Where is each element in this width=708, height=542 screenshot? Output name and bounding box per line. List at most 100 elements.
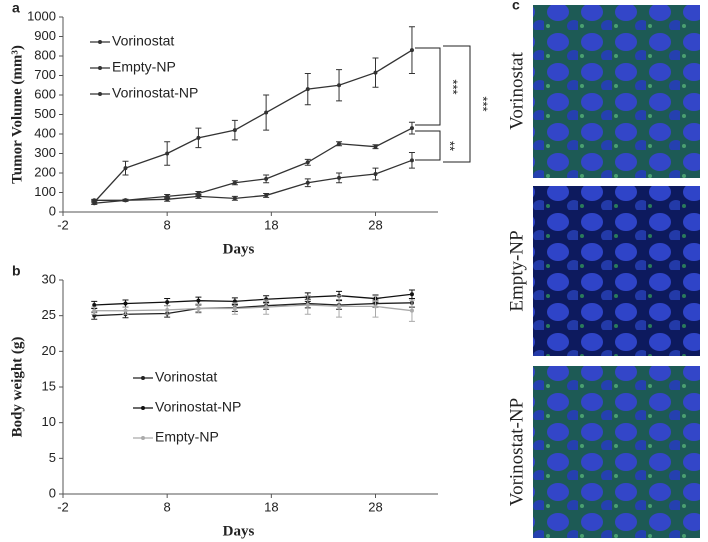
y-tick-label: 15 bbox=[42, 378, 56, 393]
y-tick-label: 25 bbox=[42, 307, 56, 322]
x-tick-label: 8 bbox=[164, 217, 171, 232]
y-tick-label: 400 bbox=[34, 125, 56, 140]
data-point bbox=[337, 83, 342, 88]
y-axis-title: Tumor Volume (mm³) bbox=[9, 45, 25, 184]
data-point bbox=[165, 307, 170, 312]
panel-label: b bbox=[12, 263, 21, 279]
legend-label: Empty-NP bbox=[112, 59, 176, 75]
legend-label: Vorinostat-NP bbox=[155, 399, 241, 415]
annotation: ** bbox=[443, 141, 458, 151]
series-line bbox=[94, 293, 413, 306]
legend-marker bbox=[141, 436, 145, 440]
micrograph bbox=[533, 5, 700, 178]
data-point bbox=[409, 308, 414, 313]
x-axis-title: Days bbox=[223, 241, 255, 257]
x-axis-title: Days bbox=[223, 523, 255, 539]
y-tick-label: 5 bbox=[49, 450, 56, 465]
data-point bbox=[165, 194, 170, 199]
data-point bbox=[123, 166, 128, 171]
y-tick-label: 1000 bbox=[27, 8, 56, 23]
y-tick-label: 700 bbox=[34, 67, 56, 82]
data-point bbox=[232, 180, 237, 185]
series-line bbox=[94, 159, 413, 204]
data-point bbox=[123, 308, 128, 313]
legend-marker bbox=[98, 40, 102, 44]
y-tick-label: 30 bbox=[42, 271, 56, 286]
legend-label: Vorinostat bbox=[112, 33, 174, 49]
data-point bbox=[196, 135, 201, 140]
bracket bbox=[415, 47, 441, 126]
data-point bbox=[373, 304, 378, 309]
y-tick-label: 500 bbox=[34, 106, 56, 121]
data-point bbox=[409, 292, 414, 297]
micrograph bbox=[533, 366, 700, 538]
data-point bbox=[165, 151, 170, 156]
data-point bbox=[264, 193, 269, 198]
bracket bbox=[443, 45, 471, 163]
data-point bbox=[305, 87, 310, 92]
legend-label: Empty-NP bbox=[155, 429, 219, 445]
significance-brackets bbox=[415, 45, 471, 163]
annotation: *** bbox=[476, 96, 491, 111]
data-point bbox=[264, 110, 269, 115]
data-point bbox=[409, 158, 414, 163]
data-point bbox=[337, 304, 342, 309]
x-tick-label: -2 bbox=[57, 499, 69, 514]
panel-label: c bbox=[512, 0, 520, 13]
y-tick-label: 600 bbox=[34, 86, 56, 101]
data-point bbox=[373, 70, 378, 75]
data-point bbox=[196, 298, 201, 303]
data-point bbox=[305, 180, 310, 185]
y-tick-label: 0 bbox=[49, 203, 56, 218]
image-label: Empty-NP bbox=[506, 230, 527, 311]
x-tick-label: 28 bbox=[368, 499, 382, 514]
legend-marker bbox=[98, 66, 102, 70]
data-point bbox=[264, 176, 269, 181]
legend-marker bbox=[141, 376, 145, 380]
y-axis-title: Body weight (g) bbox=[9, 337, 25, 438]
data-point bbox=[232, 196, 237, 201]
data-point bbox=[409, 48, 414, 53]
legend-label: Vorinostat-NP bbox=[112, 85, 198, 101]
data-point bbox=[196, 191, 201, 196]
annotation: *** bbox=[446, 79, 461, 94]
data-point bbox=[196, 306, 201, 311]
data-point bbox=[373, 144, 378, 149]
data-point bbox=[373, 171, 378, 176]
data-point bbox=[123, 198, 128, 203]
y-tick-label: 0 bbox=[49, 485, 56, 500]
data-point bbox=[123, 301, 128, 306]
x-tick-label: 28 bbox=[368, 217, 382, 232]
data-point bbox=[409, 126, 414, 131]
panel-label: a bbox=[12, 0, 20, 16]
x-tick-label: -2 bbox=[57, 217, 69, 232]
data-point bbox=[92, 308, 97, 313]
data-point bbox=[337, 175, 342, 180]
x-tick-label: 18 bbox=[264, 217, 278, 232]
data-point bbox=[337, 141, 342, 146]
series-line bbox=[94, 304, 413, 312]
series-line bbox=[94, 302, 412, 317]
y-tick-label: 20 bbox=[42, 343, 56, 358]
data-point bbox=[305, 160, 310, 165]
y-tick-label: 10 bbox=[42, 414, 56, 429]
y-tick-label: 200 bbox=[34, 164, 56, 179]
series-line bbox=[93, 49, 413, 203]
y-tick-label: 300 bbox=[34, 145, 56, 160]
data-point bbox=[165, 300, 170, 305]
bracket bbox=[415, 130, 441, 161]
legend-label: Vorinostat bbox=[155, 369, 217, 385]
micrographs: c Vorinostat Empty-NP Vorinostat-NP bbox=[506, 0, 700, 538]
y-tick-label: 800 bbox=[34, 47, 56, 62]
y-tick-label: 900 bbox=[34, 28, 56, 43]
series-line bbox=[94, 127, 413, 201]
data-point bbox=[92, 200, 97, 205]
legend-marker bbox=[98, 92, 102, 96]
image-label: Vorinostat bbox=[506, 51, 527, 129]
data-point bbox=[92, 302, 97, 307]
image-label: Vorinostat-NP bbox=[506, 398, 527, 506]
data-point bbox=[232, 306, 237, 311]
data-point bbox=[305, 302, 310, 307]
